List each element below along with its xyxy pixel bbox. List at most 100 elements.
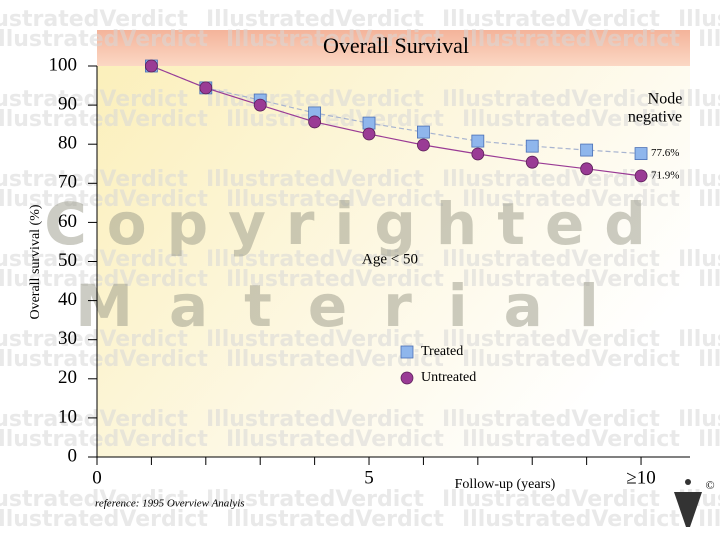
y-tick-label: 10 [58,406,77,427]
watermark: IllustratedVerdict [226,187,444,212]
watermark: IllustratedVerdict [442,7,660,32]
watermark: IllustratedVerdict [0,487,188,512]
y-tick-label: 50 [58,250,77,271]
watermark: IllustratedVerdict [442,407,660,432]
watermark: IllustratedVerdict [678,247,720,272]
watermark: IllustratedVerdict [0,187,208,212]
value-label: 71.9% [651,169,679,181]
series-line [151,65,642,177]
watermark: IllustratedVerdict [698,107,720,132]
copyright-mark: Copyrighted [44,190,666,258]
y-tick-label: 20 [58,367,77,388]
watermark: IllustratedVerdict [0,427,208,452]
x-tick-label: 0 [92,467,102,488]
legend-label: Treated [421,344,463,359]
watermark: IllustratedVerdict [462,107,680,132]
watermark: IllustratedVerdict [206,327,424,352]
x-tick-label: 5 [364,467,374,488]
copyright-symbol: © [705,478,714,492]
y-tick-label: 60 [58,211,77,232]
watermark: IllustratedVerdict [678,7,720,32]
watermark: IllustratedVerdict [698,267,720,292]
marker [634,169,648,183]
chart-title: Overall Survival [323,33,469,58]
marker [471,147,485,161]
x-axis-label: Follow-up (years) [455,477,556,492]
marker [308,115,322,129]
subgroup-label: negative [628,109,682,126]
watermark: IllustratedVerdict [462,267,680,292]
y-tick-label: 40 [58,289,77,310]
watermark: IllustratedVerdict [226,427,444,452]
watermark: IllustratedVerdict [442,487,660,512]
watermark: IllustratedVerdict [678,407,720,432]
watermark: IllustratedVerdict [442,87,660,112]
plot-background [97,30,690,457]
watermark: IllustratedVerdict [226,507,444,532]
watermark: IllustratedVerdict [698,507,720,532]
watermark: IllustratedVerdict [206,167,424,192]
marker [471,134,485,148]
watermark: IllustratedVerdict [698,347,720,372]
watermark: IllustratedVerdict [206,247,424,272]
watermark: IllustratedVerdict [698,187,720,212]
legend-marker [400,345,414,359]
watermark: IllustratedVerdict [0,107,208,132]
y-tick-label: 80 [58,133,77,154]
y-tick-label: 30 [58,328,77,349]
legend-marker [400,371,414,385]
y-axis-label: Overall survival (%) [28,204,43,319]
y-tick-label: 70 [58,172,77,193]
marker [525,139,539,153]
marker [580,143,594,157]
marker [253,98,267,112]
watermark: IllustratedVerdict [206,7,424,32]
title-band [97,30,690,66]
watermark: IllustratedVerdict [226,27,444,52]
watermark: IllustratedVerdict [0,87,188,112]
watermark: IllustratedVerdict [0,167,188,192]
reference: reference: 1995 Overview Analyis [95,498,245,510]
marker [634,147,648,160]
watermark: IllustratedVerdict [206,487,424,512]
watermark: IllustratedVerdict [678,167,720,192]
legend-label: Untreated [421,370,476,385]
marker [417,138,430,152]
watermark: IllustratedVerdict [0,407,188,432]
marker [417,125,430,139]
watermark: IllustratedVerdict [678,87,720,112]
series-line [151,65,642,155]
value-label: 77.6% [651,147,679,159]
subgroup-label: Node [648,91,683,108]
watermark: IllustratedVerdict [462,187,680,212]
marker [362,127,376,141]
watermark: IllustratedVerdict [442,247,660,272]
watermark: IllustratedVerdict [206,407,424,432]
watermark-layer: IllustratedVerdictIllustratedVerdictIllu… [0,7,720,532]
watermark: IllustratedVerdict [0,247,188,272]
watermark: IllustratedVerdict [698,27,720,52]
y-tick-label: 100 [49,54,78,75]
watermark: IllustratedVerdict [226,267,444,292]
marker [199,81,213,95]
y-tick-label: 90 [58,93,77,114]
watermark: IllustratedVerdict [0,267,208,292]
watermark: IllustratedVerdict [0,7,188,32]
watermark: IllustratedVerdict [698,427,720,452]
watermark: IllustratedVerdict [226,107,444,132]
copyright-mark: Material [75,272,634,340]
watermark: IllustratedVerdict [0,27,208,52]
marker [525,155,539,169]
watermark: IllustratedVerdict [0,347,208,372]
marker [362,116,376,130]
watermark: IllustratedVerdict [462,507,680,532]
marker [580,162,594,176]
marker [145,59,158,73]
watermark: IllustratedVerdict [442,167,660,192]
watermark: IllustratedVerdict [678,327,720,352]
watermark: IllustratedVerdict [462,427,680,452]
annotation: Age < 50 [362,251,418,267]
watermark: IllustratedVerdict [442,327,660,352]
y-tick-label: 0 [68,445,78,466]
logo [674,479,702,527]
